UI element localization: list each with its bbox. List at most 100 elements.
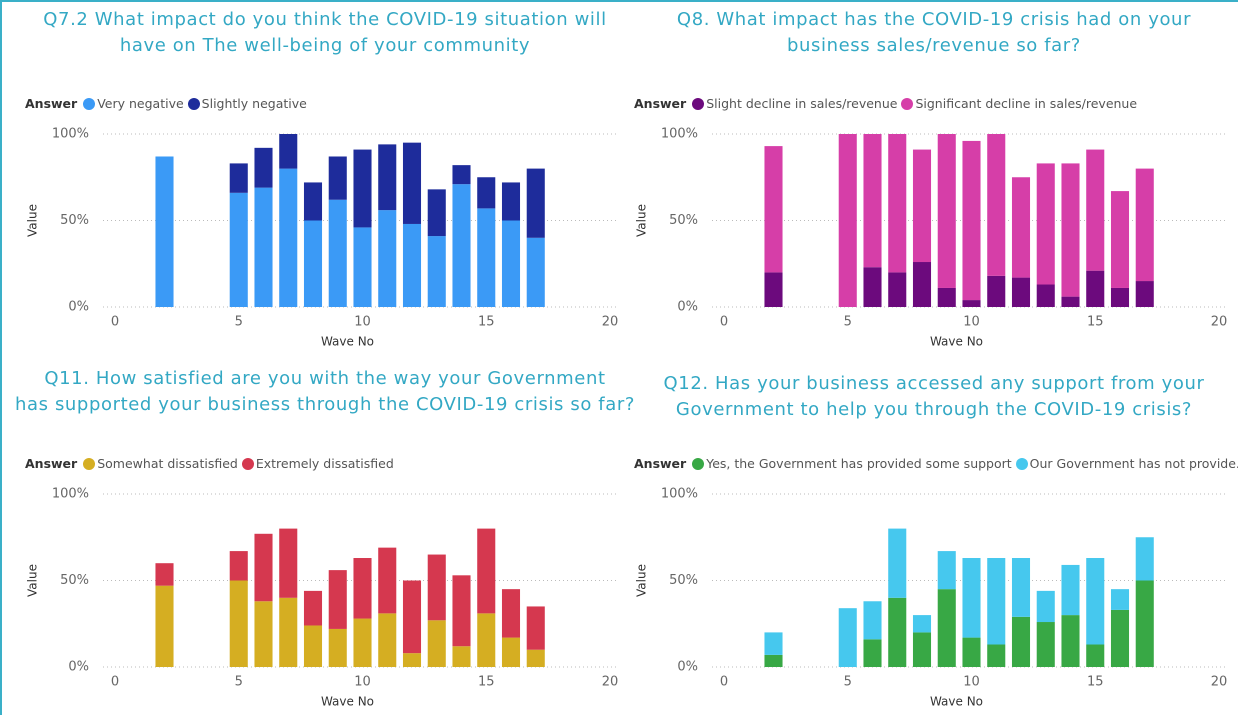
x-axis-label: Wave No xyxy=(930,335,983,349)
legend: Answer Very negative Slightly negative xyxy=(25,96,311,111)
bar-segment xyxy=(1061,163,1080,297)
y-tick-label: 0% xyxy=(68,300,89,315)
y-tick-label: 100% xyxy=(661,487,698,502)
x-tick-label: 5 xyxy=(235,315,243,330)
x-tick-label: 20 xyxy=(1211,315,1228,330)
legend-title: Answer xyxy=(634,96,687,111)
bar-segment xyxy=(962,300,981,307)
bar-segment xyxy=(1110,609,1130,667)
legend-label: Yes, the Government has provided some su… xyxy=(706,456,1012,471)
bar-segment xyxy=(452,165,471,185)
chart-panel: Q7.2 What impact do you think the COVID-… xyxy=(0,0,619,355)
bar-segment xyxy=(764,654,783,667)
bar-segment xyxy=(427,554,446,621)
bar-segment xyxy=(378,144,397,211)
y-tick-label: 100% xyxy=(52,127,89,142)
bar-segment xyxy=(353,618,372,667)
y-tick-label: 0% xyxy=(677,300,698,315)
legend-item: Slightly negative xyxy=(187,96,307,111)
bar-segment xyxy=(937,589,956,667)
bar-segment xyxy=(912,615,932,633)
legend-item: Our Government has not provide... xyxy=(1015,456,1238,471)
x-tick-label: 0 xyxy=(111,315,119,330)
title-line: has supported your business through the … xyxy=(15,394,635,415)
bar-segment xyxy=(937,134,956,288)
bar-segment xyxy=(229,192,248,307)
x-tick-label: 15 xyxy=(1087,315,1104,330)
legend-swatch xyxy=(187,97,200,110)
bar-segment xyxy=(279,168,298,307)
title-line: Q8. What impact has the COVID-19 crisis … xyxy=(676,9,1192,30)
bar-segment xyxy=(987,134,1006,276)
chart: 0% 50% 100% 0 5 10 15 20 Wave No Value xyxy=(635,127,1228,349)
bar-segment xyxy=(962,637,981,667)
bar-segment xyxy=(1135,281,1154,307)
chart-title: Q12. Has your business accessed any supp… xyxy=(609,371,1238,423)
bar-segment xyxy=(378,547,397,614)
bar-segment xyxy=(1011,616,1031,667)
bar-segment xyxy=(764,272,783,307)
title-line: Q7.2 What impact do you think the COVID-… xyxy=(43,9,607,30)
bar-segment xyxy=(526,606,545,650)
bar-segment xyxy=(987,275,1006,307)
bar-segment xyxy=(229,551,248,581)
bar-segment xyxy=(888,528,907,598)
bar-segment xyxy=(402,653,422,667)
bar-segment xyxy=(501,182,521,221)
legend-title: Answer xyxy=(25,456,78,471)
bar-segment xyxy=(764,632,783,655)
legend-title: Answer xyxy=(634,456,687,471)
bar-segment xyxy=(477,208,496,307)
x-axis-label: Wave No xyxy=(930,695,983,709)
y-tick-label: 50% xyxy=(60,573,89,588)
title-line: have on The well-being of your community xyxy=(119,35,531,56)
chart: 0% 50% 100% 0 5 10 15 20 Wave No Value xyxy=(635,487,1228,709)
bar-segment xyxy=(155,156,174,307)
bar-segment xyxy=(303,182,323,221)
y-axis-label: Value xyxy=(635,564,649,597)
x-tick-label: 20 xyxy=(602,315,619,330)
bar-segment xyxy=(1061,564,1080,616)
legend-swatch xyxy=(692,457,705,470)
bar-segment xyxy=(254,533,273,602)
legend-label: Significant decline in sales/revenue xyxy=(915,96,1138,111)
bar-segment xyxy=(1036,590,1055,623)
chart: 0% 50% 100% 0 5 10 15 20 Wave No Value xyxy=(26,127,619,349)
bar-segment xyxy=(912,632,932,667)
x-tick-label: 20 xyxy=(1211,675,1228,690)
bar-segment xyxy=(863,639,882,667)
legend-swatch xyxy=(901,97,914,110)
y-tick-label: 50% xyxy=(669,573,698,588)
bar-segment xyxy=(452,646,471,667)
legend-swatch xyxy=(1015,457,1028,470)
bar-segment xyxy=(962,140,981,301)
bar-segment xyxy=(1011,177,1031,278)
x-axis-label: Wave No xyxy=(321,695,374,709)
bar-segment xyxy=(764,146,783,273)
bar-segment xyxy=(863,267,882,307)
chart-title: Q11. How satisfied are you with the way … xyxy=(0,366,650,418)
bar-segment xyxy=(1086,149,1105,271)
bar-segment xyxy=(402,142,422,224)
bar-segment xyxy=(1061,615,1080,667)
x-tick-label: 10 xyxy=(354,315,371,330)
bar-segment xyxy=(987,644,1006,667)
bar-segment xyxy=(501,637,521,667)
bar-segment xyxy=(1086,644,1105,667)
bar-segment xyxy=(328,199,347,307)
bar-segment xyxy=(303,590,323,626)
bar-segment xyxy=(378,613,397,667)
x-tick-label: 15 xyxy=(478,675,495,690)
bar-segment xyxy=(279,134,298,169)
bar-segment xyxy=(452,575,471,647)
legend-label: Slight decline in sales/revenue xyxy=(706,96,898,111)
legend-swatch xyxy=(692,97,705,110)
bar-segment xyxy=(477,613,496,667)
x-tick-label: 10 xyxy=(354,675,371,690)
bar-segment xyxy=(838,608,857,667)
bar-segment xyxy=(402,580,422,654)
title-line: business sales/revenue so far? xyxy=(787,35,1081,56)
bar-segment xyxy=(526,168,545,238)
chart-panel: Q8. What impact has the COVID-19 crisis … xyxy=(609,0,1228,355)
y-tick-label: 0% xyxy=(677,660,698,675)
